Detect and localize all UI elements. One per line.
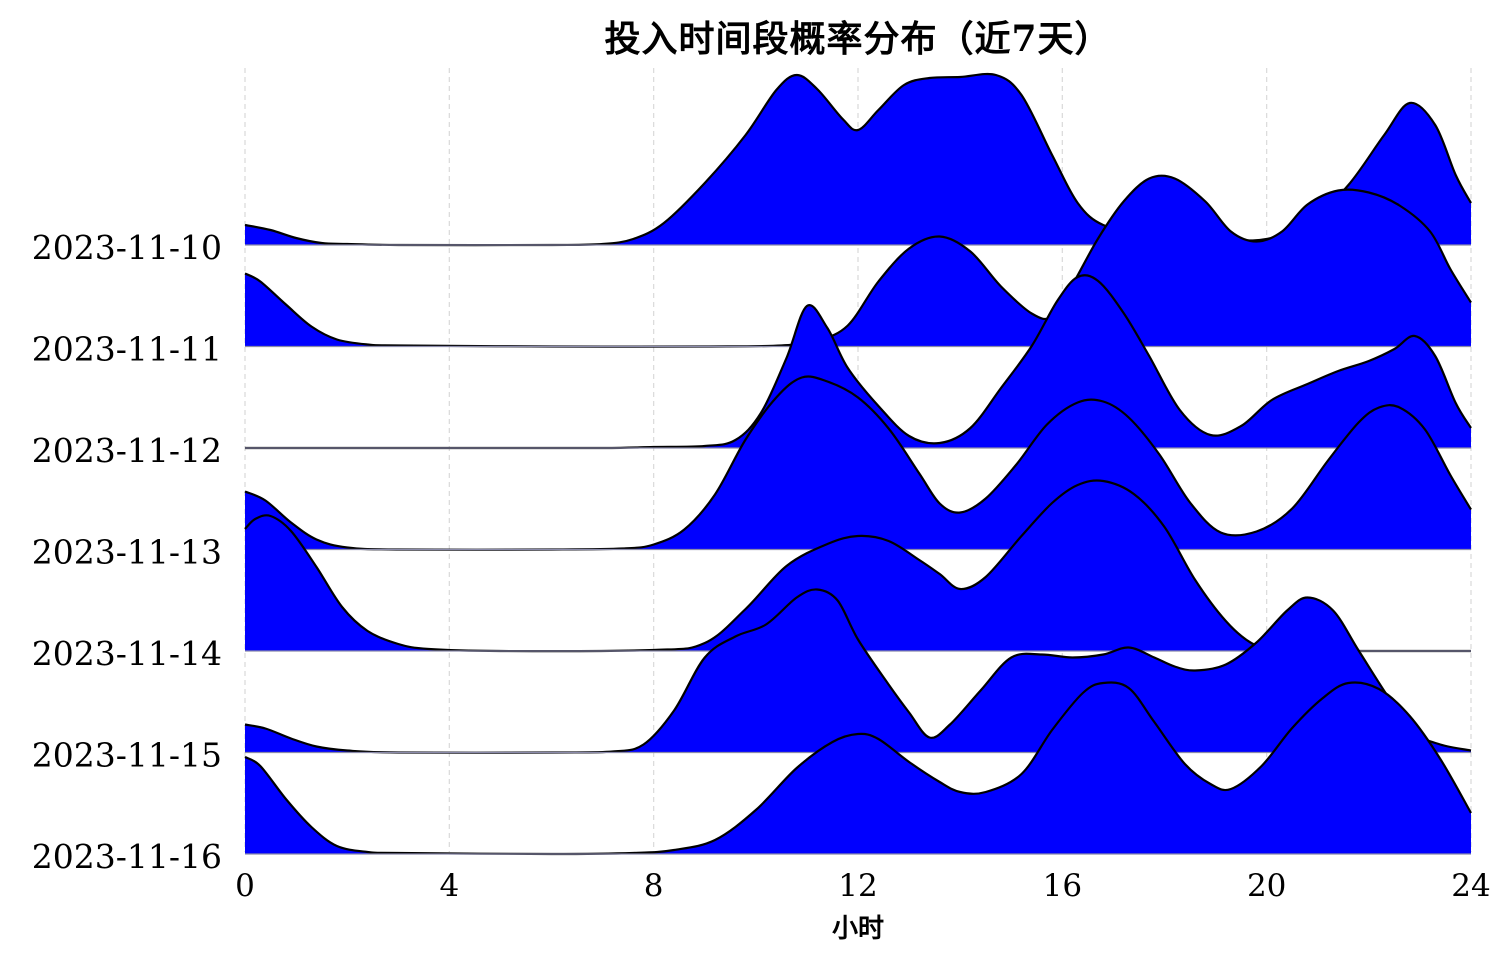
ridge-fill <box>245 73 1471 246</box>
y-tick-label: 2023-11-15 <box>32 736 222 775</box>
chart-title: 投入时间段概率分布（近7天） <box>604 18 1112 60</box>
x-tick-label: 0 <box>235 868 255 904</box>
ridge-fill <box>245 480 1471 652</box>
ridge-2023-11-11 <box>244 174 1472 348</box>
ridge-outline <box>244 174 1472 348</box>
y-tick-label: 2023-11-10 <box>32 228 222 267</box>
ridge-outline <box>244 681 1472 856</box>
y-tick-label: 2023-11-11 <box>32 330 222 369</box>
x-tick-label: 12 <box>838 868 877 904</box>
ridge-fill <box>245 376 1471 550</box>
y-tick-label: 2023-11-16 <box>32 837 222 876</box>
x-tick-label: 8 <box>644 868 664 904</box>
x-tick-label: 20 <box>1247 868 1286 904</box>
x-tick-label: 4 <box>439 868 459 904</box>
ridge-fill <box>245 275 1471 449</box>
y-tick-label: 2023-11-14 <box>32 634 222 673</box>
ridge-2023-11-16 <box>244 681 1472 856</box>
y-tick-label: 2023-11-12 <box>32 431 222 470</box>
ridge-outline <box>244 479 1471 653</box>
x-axis-label: 小时 <box>831 914 884 944</box>
x-tick-label: 24 <box>1451 868 1490 904</box>
x-tick-labels: 0 4 8 12 16 20 24 <box>235 868 1491 904</box>
ridge-fill <box>245 175 1471 347</box>
ridge-fill <box>245 589 1471 753</box>
x-tick-label: 16 <box>1043 868 1082 904</box>
ridge-fill <box>245 682 1471 854</box>
ridge-outline <box>245 274 1472 450</box>
y-tick-labels: 2023-11-10 2023-11-11 2023-11-12 2023-11-13… <box>32 228 222 876</box>
ridge-series <box>244 72 1472 856</box>
y-tick-label: 2023-11-13 <box>32 533 222 572</box>
